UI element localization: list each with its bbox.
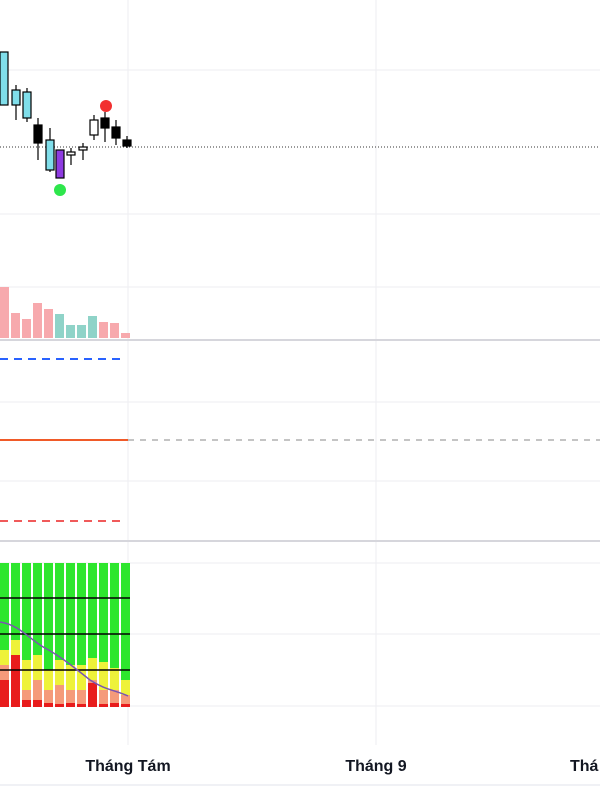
heat-cell bbox=[22, 700, 31, 707]
heat-cell bbox=[99, 563, 108, 662]
heat-cell bbox=[88, 563, 97, 658]
heat-cell bbox=[55, 660, 64, 685]
heat-line bbox=[0, 621, 129, 697]
heat-cell bbox=[44, 690, 53, 703]
heat-columns bbox=[0, 563, 130, 707]
heat-cell bbox=[110, 703, 119, 707]
heat-cell bbox=[66, 665, 75, 690]
heat-cell bbox=[33, 563, 42, 655]
heat-cell bbox=[77, 665, 86, 690]
heat-cell bbox=[33, 700, 42, 707]
heat-levels bbox=[0, 597, 130, 671]
volume-bars bbox=[0, 287, 130, 338]
heat-cell bbox=[22, 660, 31, 690]
heat-cell bbox=[55, 685, 64, 704]
heat-cell bbox=[33, 655, 42, 680]
candles bbox=[0, 51, 132, 179]
heat-cell bbox=[0, 563, 9, 650]
heat-cell bbox=[110, 563, 119, 668]
x-axis: Tháng Tám Tháng 9 Thá bbox=[85, 758, 598, 775]
heat-cell bbox=[22, 690, 31, 700]
heat-cell bbox=[0, 665, 9, 680]
heat-cell bbox=[33, 680, 42, 700]
heat-cell bbox=[77, 690, 86, 704]
heat-cell bbox=[121, 680, 130, 695]
heat-cell bbox=[44, 563, 53, 670]
heat-cell bbox=[110, 668, 119, 690]
heat-cell bbox=[77, 563, 86, 665]
heat-cell bbox=[121, 695, 130, 704]
heat-cell bbox=[55, 704, 64, 707]
heat-cell bbox=[121, 704, 130, 707]
x-axis-label: Tháng Tám bbox=[85, 758, 170, 775]
heat-cell bbox=[44, 670, 53, 690]
heat-cell bbox=[0, 650, 9, 665]
heat-cell bbox=[55, 563, 64, 660]
heat-cell bbox=[99, 662, 108, 690]
heat-cell bbox=[66, 563, 75, 665]
signal-dot bbox=[100, 100, 112, 112]
heat-cell bbox=[22, 563, 31, 660]
x-axis-label: Thá bbox=[570, 758, 599, 775]
heat-cell bbox=[44, 703, 53, 707]
heat-cell bbox=[99, 704, 108, 707]
x-axis-label: Tháng 9 bbox=[345, 758, 406, 775]
heat-cell bbox=[77, 704, 86, 707]
heat-cell bbox=[110, 690, 119, 703]
indicator-levels bbox=[0, 358, 600, 522]
heat-cell bbox=[121, 563, 130, 680]
signal-dot bbox=[54, 184, 66, 196]
heat-cell bbox=[88, 683, 97, 707]
heat-cell bbox=[99, 690, 108, 704]
heat-cell bbox=[88, 658, 97, 680]
heat-cell bbox=[66, 703, 75, 707]
heat-cell bbox=[11, 640, 20, 655]
heat-cell bbox=[66, 690, 75, 703]
heat-cell bbox=[0, 680, 9, 707]
heat-cell bbox=[11, 563, 20, 640]
heat-cell bbox=[11, 655, 20, 707]
